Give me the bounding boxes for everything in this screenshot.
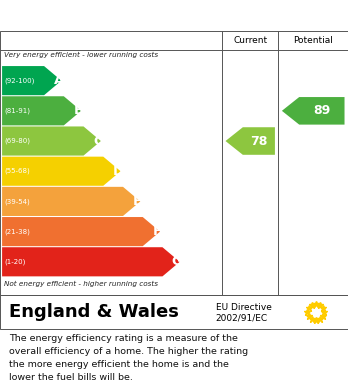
Polygon shape	[2, 66, 61, 95]
Polygon shape	[2, 96, 81, 126]
Text: (69-80): (69-80)	[5, 138, 31, 144]
Text: (81-91): (81-91)	[5, 108, 31, 114]
Polygon shape	[282, 97, 345, 125]
Text: C: C	[94, 135, 103, 147]
Text: Potential: Potential	[293, 36, 333, 45]
Text: (39-54): (39-54)	[5, 198, 31, 204]
Text: (55-68): (55-68)	[5, 168, 31, 174]
Text: (92-100): (92-100)	[5, 77, 35, 84]
Polygon shape	[2, 126, 101, 156]
Text: Current: Current	[233, 36, 267, 45]
Text: (21-38): (21-38)	[5, 228, 31, 235]
Text: The energy efficiency rating is a measure of the
overall efficiency of a home. T: The energy efficiency rating is a measur…	[9, 334, 248, 382]
Text: B: B	[73, 104, 84, 117]
Polygon shape	[2, 157, 121, 186]
Text: E: E	[133, 195, 142, 208]
Text: 78: 78	[250, 135, 268, 147]
Text: G: G	[172, 255, 183, 268]
Text: (1-20): (1-20)	[5, 258, 26, 265]
Text: Energy Efficiency Rating: Energy Efficiency Rating	[9, 8, 211, 23]
Text: F: F	[153, 225, 162, 238]
Text: D: D	[112, 165, 124, 178]
Text: A: A	[54, 74, 64, 87]
Text: 89: 89	[313, 104, 331, 117]
Text: 2002/91/EC: 2002/91/EC	[216, 314, 268, 323]
Text: England & Wales: England & Wales	[9, 303, 179, 321]
Text: Not energy efficient - higher running costs: Not energy efficient - higher running co…	[4, 281, 158, 287]
Text: Very energy efficient - lower running costs: Very energy efficient - lower running co…	[4, 52, 158, 59]
Polygon shape	[226, 127, 275, 155]
Polygon shape	[2, 217, 160, 246]
Text: EU Directive: EU Directive	[216, 303, 272, 312]
Polygon shape	[2, 187, 140, 216]
Polygon shape	[2, 247, 180, 276]
